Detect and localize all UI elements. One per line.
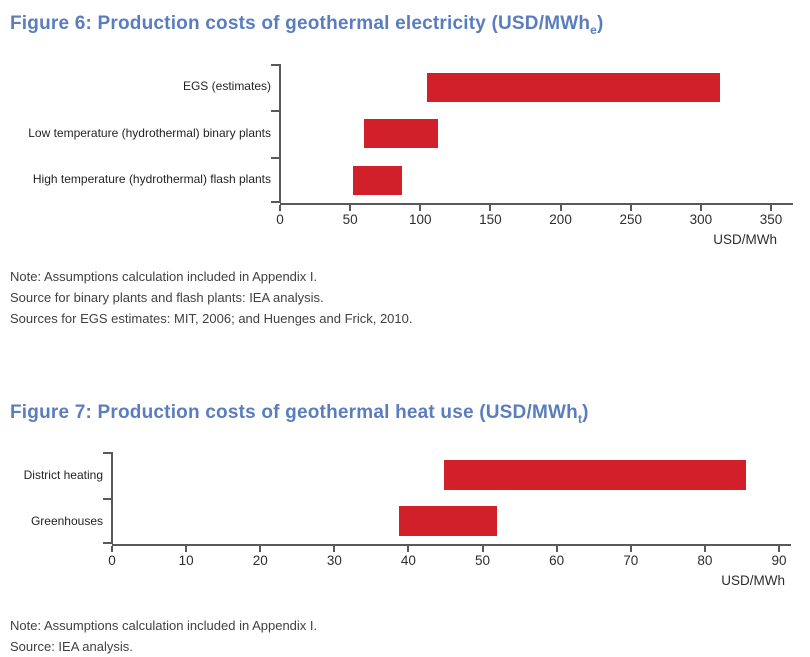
x-axis-tick (419, 205, 422, 212)
range-bar (353, 165, 402, 195)
x-axis-tick-label: 0 (276, 212, 284, 228)
x-axis-tick-label: 350 (759, 212, 783, 228)
figure6-title-text: Figure 6: Production costs of geothermal… (10, 13, 591, 34)
range-bar (363, 119, 439, 149)
range-bar (398, 506, 497, 537)
x-axis-tick-label: 50 (475, 553, 491, 569)
figure6-chart: EGS (estimates) Low temperature (hydrothe… (10, 63, 800, 249)
range-bar (443, 460, 746, 491)
y-axis-line (111, 452, 113, 545)
category-label: District heating (23, 467, 103, 482)
figure7-title-suffix: ) (582, 402, 589, 424)
y-axis-line (279, 63, 281, 204)
figure6-title-subscript: e (590, 22, 598, 37)
x-axis-tick-label: 100 (409, 212, 432, 228)
y-axis-tick (103, 452, 112, 455)
x-axis-tick-label: 10 (178, 553, 194, 569)
x-axis-tick (778, 546, 780, 553)
category-label: High temperature (hydrothermal) flash pl… (32, 172, 271, 187)
category-label: Low temperature (hydrothermal) binary pl… (28, 125, 271, 140)
figure6-x-axis-scale: 0 50 100 150 200 250 300 350 (276, 205, 782, 229)
x-axis-tick-label: 0 (108, 553, 116, 569)
x-axis-tick (259, 546, 262, 553)
figure7-x-axis: 0 10 20 30 40 50 60 70 80 90 (108, 544, 791, 570)
x-axis-tick (349, 205, 352, 212)
y-axis-tick (271, 63, 280, 66)
x-axis-tick-label: 150 (479, 212, 502, 228)
note-line: Sources for EGS estimates: MIT, 2006; an… (10, 311, 413, 327)
y-axis-tick (271, 110, 280, 113)
x-axis-tick (185, 546, 188, 553)
range-bar (426, 72, 720, 102)
figure6-plot-area: EGS (estimates) Low temperature (hydrothe… (10, 63, 800, 204)
figure6-notes: Note: Assumptions calculation included i… (10, 266, 800, 329)
note-line: Note: Assumptions calculation included i… (10, 618, 318, 634)
plot-cell (280, 110, 793, 157)
note-line: Source for binary plants and flash plant… (10, 290, 324, 306)
y-axis-tick (271, 156, 280, 159)
y-axis-tick (103, 498, 112, 501)
x-axis-tick (333, 546, 336, 553)
x-axis-tick (629, 546, 632, 553)
figure6-x-axis-unit-label: USD/MWh (713, 232, 777, 248)
figure7-chart: District heating Greenhouses 0 10 20 30 40 50 6… (10, 452, 800, 589)
x-axis-tick (703, 546, 706, 553)
plot-cell (280, 64, 793, 111)
x-axis-tick-label: 70 (623, 553, 639, 569)
plot-cell (112, 452, 791, 498)
x-axis-tick (407, 546, 410, 553)
plot-cell (280, 157, 793, 204)
x-axis-tick-label: 80 (697, 553, 713, 569)
chart-row: Low temperature (hydrothermal) binary pl… (10, 110, 800, 157)
x-axis-tick (555, 546, 558, 553)
category-label: Greenhouses (30, 513, 103, 528)
x-axis-tick-label: 90 (771, 553, 787, 569)
x-axis-tick (629, 205, 632, 212)
x-axis-tick (111, 546, 113, 553)
figure7-x-axis-unit-label: USD/MWh (721, 573, 785, 589)
figure7-title-text: Figure 7: Production costs of geothermal… (10, 402, 578, 424)
category-label: EGS (estimates) (182, 79, 271, 94)
x-axis-tick (770, 205, 772, 212)
x-axis-tick (279, 205, 281, 212)
chart-row: District heating (10, 452, 800, 498)
note-line: Note: Assumptions calculation included i… (10, 269, 318, 285)
chart-row: Greenhouses (10, 498, 800, 544)
x-axis-tick-label: 50 (342, 212, 358, 228)
figure7-x-axis-scale: 0 10 20 30 40 50 60 70 80 90 (108, 546, 787, 570)
x-axis-tick-label: 60 (549, 553, 565, 569)
figure7-title: Figure 7: Production costs of geothermal… (10, 401, 800, 431)
x-axis-tick-label: 40 (400, 553, 416, 569)
figure6-x-axis: 0 50 100 150 200 250 300 350 (276, 203, 793, 229)
figure6-title: Figure 6: Production costs of geothermal… (10, 12, 800, 42)
x-axis-tick (489, 205, 492, 212)
figure6-section: Figure 6: Production costs of geothermal… (10, 12, 800, 329)
figure7-plot-area: District heating Greenhouses (10, 452, 800, 545)
x-axis-tick-label: 200 (549, 212, 572, 228)
chart-row: EGS (estimates) (10, 64, 800, 111)
figure7-notes: Note: Assumptions calculation included i… (10, 615, 800, 657)
y-axis-tick (271, 201, 280, 204)
x-axis-tick-label: 300 (689, 212, 713, 228)
plot-cell (112, 498, 791, 544)
x-axis-tick (559, 205, 562, 212)
figure6-title-suffix: ) (597, 13, 604, 34)
y-axis-tick (103, 542, 112, 545)
x-axis-tick (481, 546, 484, 553)
x-axis-tick-label: 30 (326, 553, 342, 569)
x-axis-tick-label: 20 (252, 553, 268, 569)
figure7-section: Figure 7: Production costs of geothermal… (10, 401, 800, 657)
figure7-title-subscript: t (577, 412, 583, 427)
x-axis-tick-label: 250 (619, 212, 642, 228)
chart-row: High temperature (hydrothermal) flash pl… (10, 157, 800, 204)
x-axis-tick (699, 205, 702, 212)
